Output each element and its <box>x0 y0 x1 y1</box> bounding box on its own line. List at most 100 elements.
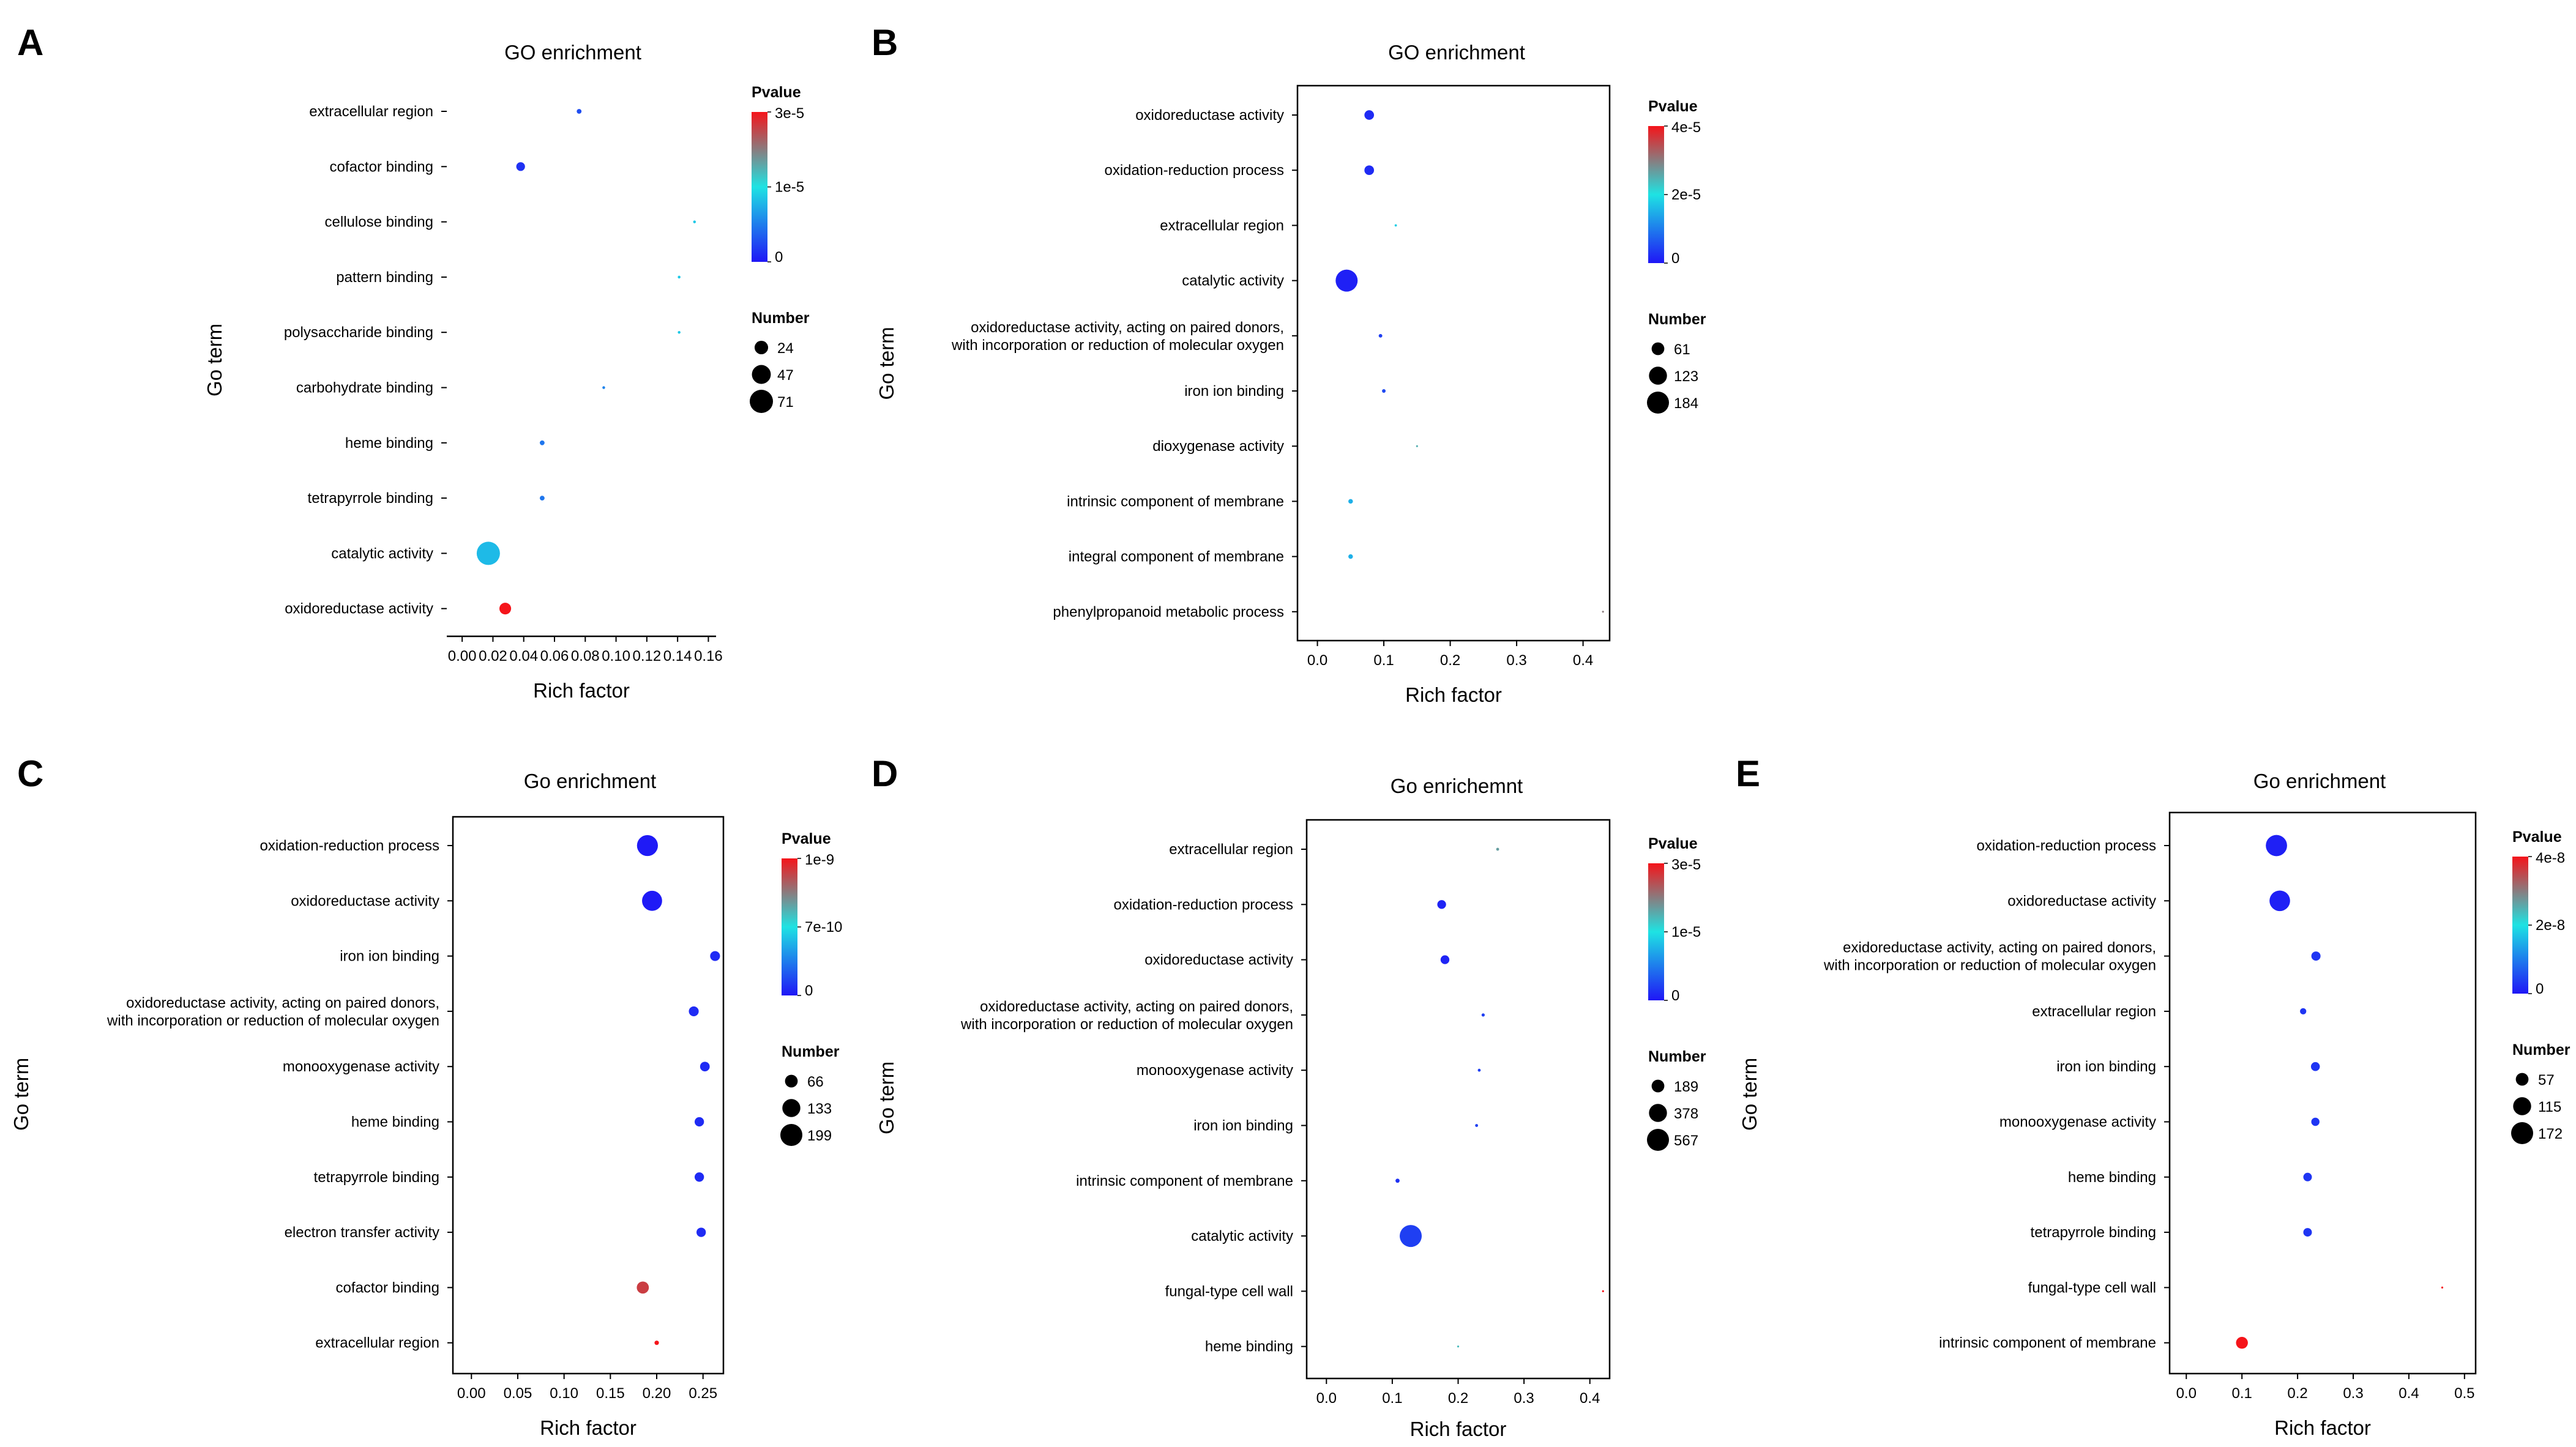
y-tick-label: monooxygenase activity <box>283 1058 439 1075</box>
x-tick-label: 0.02 <box>479 648 507 664</box>
y-tick-label: monooxygenase activity <box>1137 1062 1293 1079</box>
y-tick-label: extracellular region <box>309 103 433 120</box>
legend-pvalue-title: Pvalue <box>782 830 831 847</box>
y-tick-label: oxidation-reduction process <box>260 838 440 854</box>
x-axis-label: Rich factor <box>1410 1418 1507 1440</box>
legend-pvalue-title: Pvalue <box>2512 828 2562 846</box>
y-tick-label: oxidation-reduction process <box>1977 838 2157 854</box>
x-tick-label: 0.20 <box>643 1385 671 1402</box>
y-tick-label: oxidoreductase activity, acting on paire… <box>951 319 1284 354</box>
colorbar-label: 2e-5 <box>1671 187 1701 203</box>
y-tick-label: extracellular region <box>1169 841 1293 858</box>
y-tick-label: heme binding <box>2068 1169 2156 1186</box>
y-tick-label: heme binding <box>351 1114 439 1131</box>
scatter-point <box>602 386 605 389</box>
colorbar-label: 1e-5 <box>1671 924 1701 940</box>
x-tick-label: 0.5 <box>2454 1385 2474 1402</box>
x-tick-label: 0.16 <box>694 648 723 664</box>
y-tick-label: heme binding <box>1205 1339 1293 1355</box>
x-tick-label: 0.3 <box>2343 1385 2363 1402</box>
scatter-point <box>2303 1172 2312 1181</box>
scatter-point <box>2441 1286 2444 1289</box>
y-axis-label: Go term <box>10 1058 32 1131</box>
scatter-point <box>700 1062 710 1072</box>
size-legend-label: 199 <box>807 1128 832 1144</box>
y-tick-label: phenylpropanoid metabolic process <box>1053 604 1284 620</box>
colorbar-label: 3e-5 <box>1671 857 1701 873</box>
scatter-point <box>1335 269 1358 292</box>
pvalue-colorbar <box>782 858 797 995</box>
scatter-point <box>499 603 512 615</box>
scatter-point <box>1602 1290 1604 1292</box>
scatter-point <box>696 1227 706 1237</box>
y-tick-label: extracellular region <box>2032 1003 2156 1020</box>
size-legend-dot <box>1647 392 1669 414</box>
scatter-point <box>1378 333 1383 338</box>
colorbar-label: 4e-5 <box>1671 119 1701 136</box>
legend-number-title: Number <box>1648 311 1706 328</box>
panel-e: E Go enrichment 0.0 0.1 0.2 0.3 0.4 0.5 Rich fac… <box>1736 753 2570 1439</box>
plot-frame <box>452 816 725 1375</box>
x-tick-label: 0.25 <box>689 1385 717 1402</box>
plot-frame <box>1305 819 1611 1380</box>
x-tick-label: 0.4 <box>1573 652 1593 669</box>
scatter-point <box>539 496 545 501</box>
scatter-point <box>678 275 681 279</box>
panel-letter: A <box>17 22 43 63</box>
x-tick-label: 0.3 <box>1506 652 1526 669</box>
scatter-point <box>642 890 662 911</box>
x-tick-label: 0.10 <box>602 648 630 664</box>
panel-letter: D <box>872 753 898 794</box>
colorbar-label: 4e-8 <box>2536 850 2565 866</box>
size-legend-label: 24 <box>777 340 794 357</box>
panel-letter: E <box>1736 753 1760 794</box>
x-tick-label: 0.04 <box>509 648 538 664</box>
panel-d: D Go enrichemnt 0.0 0.1 0.2 0.3 0.4 Rich factor… <box>872 753 1706 1440</box>
scatter-point <box>2236 1336 2248 1349</box>
scatter-point <box>1364 165 1375 176</box>
scatter-point <box>1481 1013 1485 1017</box>
size-legend-dot <box>1651 342 1665 355</box>
y-tick-label: catalytic activity <box>1182 273 1284 289</box>
legend-number-title: Number <box>2512 1041 2570 1058</box>
size-legend-dot <box>2513 1097 2531 1115</box>
size-legend-label: 123 <box>1674 368 1698 385</box>
scatter-point <box>654 1341 659 1345</box>
size-legend-dot <box>782 1099 801 1117</box>
legend: Pvalue 4e-5 2e-5 0 Number 61 123 184 <box>1647 98 1706 414</box>
legend-pvalue-title: Pvalue <box>1648 98 1698 115</box>
x-axis-label: Rich factor <box>1405 683 1502 706</box>
size-legend-label: 61 <box>1674 341 1690 358</box>
colorbar-label: 0 <box>1671 250 1679 267</box>
colorbar-label: 0 <box>2536 981 2544 997</box>
panel-c: C Go enrichment 0.00 0.05 0.10 0.15 0.20 0.25 Ri… <box>10 753 842 1439</box>
scatter-point <box>1496 847 1499 851</box>
colorbar-label: 1e-5 <box>775 179 804 196</box>
y-tick-label: iron ion binding <box>340 948 439 965</box>
y-axis-label: Go term <box>1738 1058 1761 1131</box>
x-tick-label: 0.4 <box>2399 1385 2419 1402</box>
y-tick-label: catalytic activity <box>331 545 433 562</box>
y-tick-label: tetrapyrrole binding <box>308 490 433 507</box>
pvalue-colorbar <box>1648 126 1664 263</box>
y-axis-label: Go term <box>875 1062 898 1134</box>
size-legend-label: 47 <box>777 367 794 384</box>
x-tick-label: 0.05 <box>504 1385 532 1402</box>
chart-title: Go enrichment <box>524 770 656 792</box>
y-tick-label: extracellular region <box>315 1335 439 1352</box>
size-legend-label: 66 <box>807 1074 824 1090</box>
size-legend-dot <box>1647 1129 1669 1151</box>
y-tick-label: pattern binding <box>336 269 433 286</box>
scatter-point <box>1400 1225 1422 1248</box>
y-tick-label: intrinsic component of membrane <box>1076 1173 1293 1189</box>
scatter-point <box>2311 951 2321 961</box>
scatter-point <box>577 109 582 114</box>
size-legend-dot <box>1651 1079 1665 1093</box>
colorbar-label: 3e-5 <box>775 105 804 122</box>
x-axis-label: Rich factor <box>540 1416 637 1439</box>
x-tick-label: 0.1 <box>2231 1385 2252 1402</box>
size-legend-label: 567 <box>1674 1133 1698 1149</box>
scatter-point <box>1382 389 1386 393</box>
scatter-point <box>1348 554 1353 559</box>
